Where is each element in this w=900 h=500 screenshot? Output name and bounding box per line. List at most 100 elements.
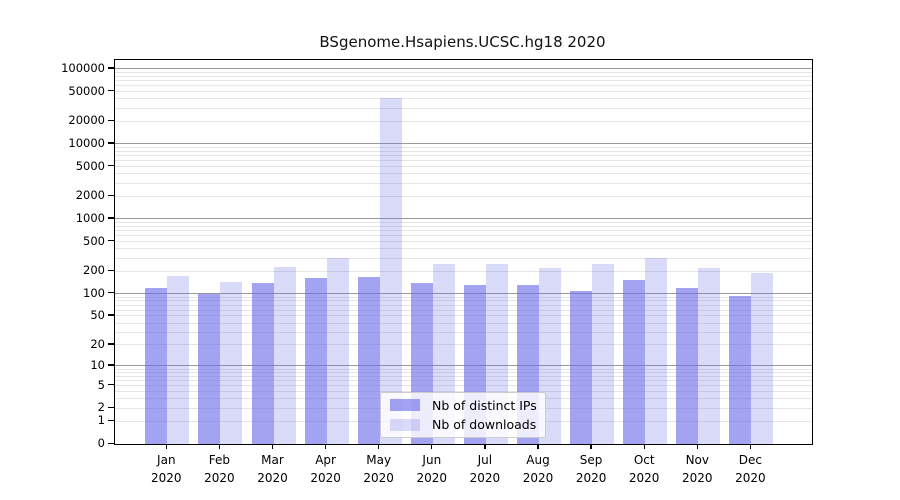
x-tick-year: 2020 [522,470,554,485]
grid-line-10000 [115,143,812,145]
x-tick-label-dec: Dec 2020 [722,452,778,487]
bar-distinct-ips-oct [623,279,646,444]
grid-line-40 [115,322,812,324]
y-tick-label-200: 200 [83,263,105,278]
x-tick-label-apr: Apr 2020 [298,452,354,487]
x-tick-month: Jun [422,453,442,467]
grid-line-30 [115,331,812,333]
x-tick-label-jan: Jan 2020 [138,452,194,487]
x-tick-mark-aug [537,444,539,449]
grid-line-80 [115,300,812,302]
y-tick-mark-500 [108,240,114,242]
x-tick-mark-sep [590,444,592,449]
bar-downloads-oct [645,258,668,444]
x-tick-year: 2020 [469,470,501,485]
bar-downloads-nov [698,268,721,444]
bar-distinct-ips-apr [304,277,327,444]
y-tick-mark-2000 [108,194,114,197]
y-tick-mark-200 [108,269,114,272]
x-tick-month: Dec [738,453,762,467]
x-tick-month: Oct [633,453,655,467]
x-tick-year: 2020 [628,470,660,485]
x-tick-year: 2020 [204,470,235,485]
grid-line-40000 [115,98,812,100]
x-tick-label-aug: Aug 2020 [510,452,566,487]
x-tick-month: Jul [477,453,493,467]
grid-line-50 [115,315,812,317]
legend-item-downloads: Nb of downloads [381,417,545,432]
chart-title: BSgenome.Hsapiens.UCSC.hg18 2020 [319,33,606,51]
y-tick-mark-100000 [108,67,114,69]
y-tick-label-5: 5 [97,377,105,392]
grid-line-300 [115,257,812,259]
x-tick-label-feb: Feb 2020 [191,452,247,487]
x-tick-mark-feb [218,444,221,449]
legend-item-distinct-ips: Nb of distinct IPs [381,398,545,413]
x-tick-year: 2020 [735,470,766,485]
grid-line-200 [115,270,812,272]
x-tick-month: Nov [685,453,709,467]
grid-line-9 [115,368,812,370]
grid-line-90000 [115,71,812,73]
grid-line-90 [115,296,812,298]
bar-downloads-mar [273,267,296,444]
grid-line-800 [115,225,812,227]
bar-distinct-ips-mar [251,282,274,444]
x-tick-label-jul: Jul 2020 [457,452,513,487]
grid-line-20 [115,344,812,346]
x-tick-year: 2020 [416,470,448,485]
x-tick-month: Feb [208,453,231,467]
x-tick-label-oct: Oct 2020 [616,452,672,487]
grid-line-5000 [115,166,812,168]
grid-line-100 [115,293,812,295]
x-tick-mark-may [378,444,380,449]
y-tick-label-100000: 100000 [61,60,105,75]
x-tick-mark-jan [165,444,167,449]
bar-downloads-sep [592,264,615,444]
grid-line-400 [115,248,812,250]
y-tick-label-5000: 5000 [75,158,105,173]
x-tick-month: Jan [157,453,176,467]
grid-line-500 [115,241,812,242]
grid-line-60 [115,309,812,311]
x-tick-label-mar: Mar 2020 [245,452,301,487]
y-tick-mark-2 [108,406,114,408]
y-tick-mark-1000 [108,217,114,219]
grid-line-100000 [115,68,812,70]
x-tick-year: 2020 [151,470,182,485]
grid-line-60000 [115,85,812,87]
legend-swatch-distinct-ips [390,399,420,412]
y-tick-label-20000: 20000 [68,113,105,128]
grid-line-2000 [115,195,812,197]
y-tick-label-2000: 2000 [75,188,105,203]
x-tick-month: Aug [526,453,550,467]
x-tick-mark-dec [749,444,752,449]
x-tick-label-sep: Sep 2020 [563,452,619,487]
bar-downloads-feb [220,281,243,444]
x-tick-month: Sep [579,453,603,467]
y-tick-mark-50000 [108,90,114,92]
grid-line-4000 [115,173,812,175]
x-tick-label-jun: Jun 2020 [404,452,460,487]
x-tick-mark-apr [324,444,327,449]
y-tick-label-1000: 1000 [75,210,105,225]
grid-line-6000 [115,160,812,162]
grid-line-3000 [115,182,812,184]
grid-line-6 [115,380,812,382]
x-tick-month: Apr [315,453,336,467]
y-tick-label-10: 10 [90,357,105,372]
grid-line-1000 [115,218,812,220]
grid-line-900 [115,221,812,223]
grid-line-70000 [115,80,812,82]
grid-line-10 [115,365,812,367]
grid-line-8000 [115,150,812,152]
grid-line-4 [115,391,812,393]
y-tick-mark-1 [108,419,114,422]
x-tick-mark-jul [484,444,486,449]
x-tick-year: 2020 [682,470,713,485]
y-tick-mark-50 [108,314,114,316]
y-tick-label-0: 0 [97,436,105,450]
bar-distinct-ips-nov [676,288,699,444]
legend-swatch-downloads [390,418,420,431]
